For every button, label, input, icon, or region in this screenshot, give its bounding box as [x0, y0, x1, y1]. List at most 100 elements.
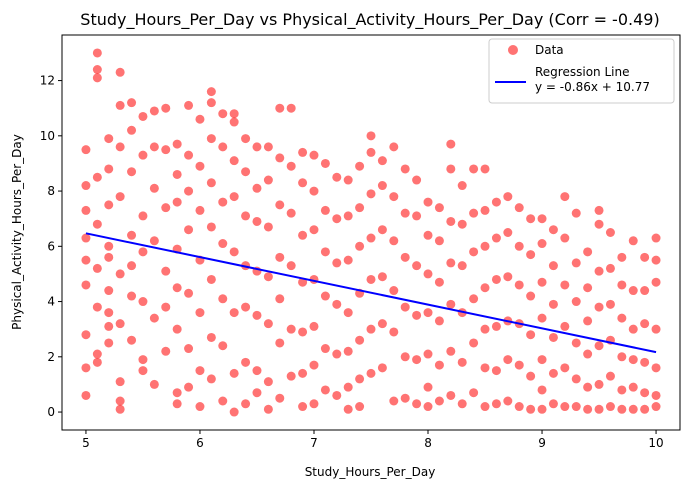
data-point [127, 335, 137, 345]
data-point [434, 360, 444, 370]
data-point [138, 247, 148, 257]
data-point [104, 200, 114, 210]
data-point [286, 371, 296, 381]
data-point [172, 283, 182, 293]
data-point [275, 153, 285, 163]
data-point [115, 67, 125, 77]
data-point [206, 222, 216, 232]
data-point [389, 192, 399, 202]
data-point [651, 233, 661, 243]
data-point [320, 247, 330, 257]
data-point [263, 404, 273, 414]
data-point [81, 280, 91, 290]
data-point [434, 236, 444, 246]
data-point [218, 142, 228, 152]
data-point [640, 252, 650, 262]
data-point [332, 172, 342, 182]
data-point [229, 247, 239, 257]
data-point [275, 252, 285, 262]
data-point [628, 324, 638, 334]
data-point [92, 357, 102, 367]
data-point [514, 203, 524, 213]
data-point [229, 192, 239, 202]
data-point [548, 225, 558, 235]
data-point [355, 203, 365, 213]
data-point [469, 208, 479, 218]
data-point [195, 161, 205, 171]
data-point [115, 377, 125, 387]
data-point [161, 203, 171, 213]
data-point [343, 255, 353, 265]
data-point [571, 402, 581, 412]
data-point [537, 313, 547, 323]
data-point [161, 302, 171, 312]
data-point [412, 261, 422, 271]
data-point [366, 324, 376, 334]
legend-label-regression: Regression Line [535, 65, 629, 79]
data-point [195, 205, 205, 215]
data-point [81, 363, 91, 373]
data-point [469, 338, 479, 348]
data-point [526, 291, 536, 301]
data-point [377, 272, 387, 282]
data-point [583, 349, 593, 359]
y-tick-label: 4 [47, 295, 55, 309]
data-point [241, 167, 251, 177]
data-point [628, 382, 638, 392]
data-point [571, 374, 581, 384]
data-point [229, 308, 239, 318]
data-point [605, 228, 615, 237]
data-point [298, 277, 308, 287]
data-point [617, 313, 627, 323]
data-point [640, 388, 650, 398]
data-point [628, 236, 638, 246]
data-point [104, 286, 114, 296]
data-point [81, 145, 91, 155]
data-point [149, 106, 159, 116]
x-tick-label: 10 [648, 436, 663, 450]
data-point [548, 261, 558, 271]
data-point [491, 197, 501, 207]
data-point [628, 355, 638, 365]
data-point [104, 321, 114, 331]
data-point [503, 355, 513, 365]
data-point [241, 134, 251, 144]
data-point [81, 390, 91, 400]
data-point [138, 150, 148, 160]
data-point [400, 393, 410, 403]
data-point [184, 186, 194, 196]
y-axis-label: Physical_Activity_Hours_Per_Day [10, 134, 24, 330]
data-point [298, 368, 308, 378]
data-point [617, 385, 627, 395]
data-point [480, 164, 490, 174]
data-point [263, 272, 273, 282]
data-point [560, 233, 570, 243]
data-point [628, 404, 638, 414]
data-point [617, 280, 627, 290]
data-point [241, 302, 251, 312]
data-point [218, 109, 228, 119]
data-point [366, 368, 376, 378]
data-point [526, 404, 536, 414]
data-point [184, 344, 194, 354]
data-point [298, 327, 308, 337]
data-point [92, 65, 102, 75]
data-point [286, 161, 296, 171]
data-point [480, 241, 490, 251]
data-point [104, 134, 114, 144]
data-point [412, 355, 422, 365]
data-point [571, 338, 581, 348]
data-point [343, 211, 353, 221]
data-point [491, 274, 501, 284]
data-point [320, 385, 330, 395]
data-point [92, 48, 102, 58]
data-point [594, 302, 604, 312]
data-point [229, 407, 239, 417]
data-point [161, 103, 171, 113]
data-point [594, 219, 604, 229]
data-point [172, 399, 182, 409]
data-point [343, 175, 353, 185]
data-point [241, 357, 251, 367]
data-point [332, 214, 342, 224]
